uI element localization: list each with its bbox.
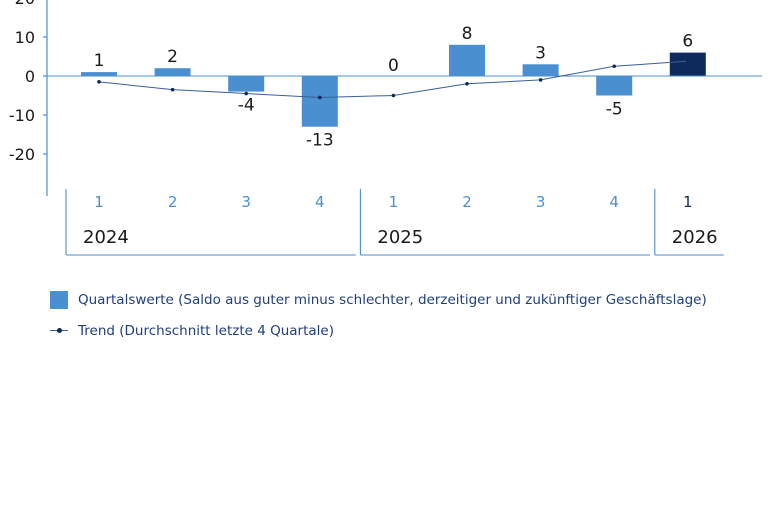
data-label: 6	[682, 32, 693, 52]
y-tick-label: -20	[9, 145, 35, 164]
trend-point	[170, 87, 175, 92]
bar	[522, 64, 559, 76]
year-label: 2024	[83, 227, 129, 248]
legend-line-label: Trend (Durchschnitt letzte 4 Quartale)	[78, 323, 334, 339]
x-tick-label: 4	[609, 193, 619, 211]
year-label: 2025	[377, 227, 423, 248]
data-label: 2	[167, 47, 178, 67]
data-label: 0	[388, 56, 399, 76]
x-tick-label: 3	[536, 193, 546, 211]
bar	[154, 68, 191, 76]
trend-point	[612, 64, 616, 69]
legend-item-trend: Trend (Durchschnitt letzte 4 Quartale)	[50, 320, 707, 342]
data-label: 3	[535, 43, 546, 63]
legend: Quartalswerte (Saldo aus guter minus sch…	[50, 289, 707, 351]
trend-point	[244, 91, 248, 96]
legend-item-bars: Quartalswerte (Saldo aus guter minus sch…	[50, 289, 707, 311]
x-tick-label: 1	[683, 193, 693, 211]
x-tick-label: 2	[462, 193, 472, 211]
data-label: -4	[238, 96, 255, 116]
x-tick-label: 2	[168, 193, 178, 211]
x-tick-label: 4	[315, 193, 325, 211]
trend-point	[318, 95, 322, 100]
bar-swatch-icon	[50, 291, 68, 309]
trend-point	[465, 82, 469, 86]
bar	[596, 76, 633, 96]
trend-point	[686, 59, 690, 63]
bar	[669, 52, 706, 76]
data-label: -5	[606, 100, 623, 120]
y-tick-label: 20	[15, 0, 35, 8]
legend-bar-label: Quartalswerte (Saldo aus guter minus sch…	[78, 292, 707, 308]
data-label: -13	[306, 131, 334, 151]
bar	[301, 76, 338, 127]
y-tick-label: 10	[15, 28, 35, 47]
x-tick-label: 3	[241, 193, 251, 211]
bar	[81, 72, 117, 76]
y-tick-label: -10	[9, 106, 35, 125]
year-label: 2026	[672, 227, 718, 248]
x-tick-label: 1	[389, 193, 399, 211]
y-tick-label: 0	[25, 67, 35, 86]
bar	[228, 76, 265, 92]
trend-point	[391, 93, 396, 98]
trend-line-icon	[50, 322, 68, 340]
trend-point	[538, 78, 543, 82]
bar	[449, 44, 485, 76]
data-label: 1	[94, 51, 105, 71]
x-tick-label: 1	[94, 193, 104, 211]
data-label: 8	[462, 24, 473, 44]
trend-point	[97, 80, 101, 84]
chart: 20 10 0 -10 -20 1 2 -4 -13 0 8 3 -5 6 1 2 3 4 1 2 3 4 1 2024 202…	[9, 0, 762, 256]
